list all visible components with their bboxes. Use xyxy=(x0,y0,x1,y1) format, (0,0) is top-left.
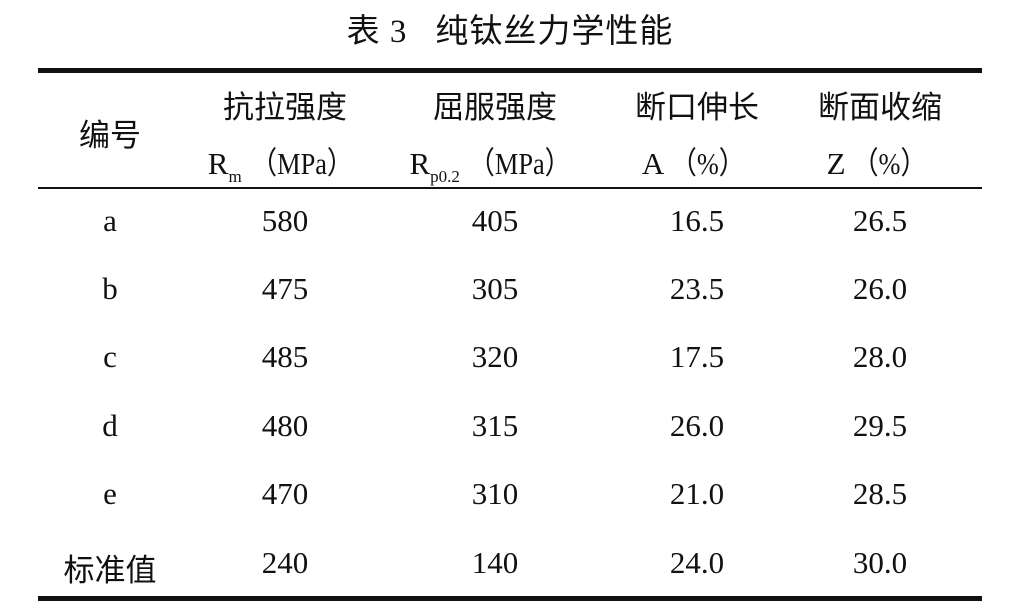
table-cell: 470 xyxy=(261,476,309,511)
header-subscript: p0.2 xyxy=(430,167,460,186)
table-cell: 26.0 xyxy=(852,271,908,306)
row-id: 标准值 xyxy=(63,553,157,588)
table-cell: 140 xyxy=(471,545,519,580)
table-cell: 23.5 xyxy=(669,271,725,306)
header-name: 断口伸长 xyxy=(635,90,759,125)
table-cell: 405 xyxy=(471,203,519,238)
table-cell: 28.0 xyxy=(852,339,908,374)
table-cell: 320 xyxy=(471,339,519,374)
table-cell: 240 xyxy=(261,545,309,580)
header-symbol: R xyxy=(409,146,431,181)
header-subscript: m xyxy=(228,167,242,186)
top-rule xyxy=(38,68,982,73)
header-rule xyxy=(38,187,982,189)
table-cell: 305 xyxy=(471,271,519,306)
header-name: 断面收缩 xyxy=(818,90,942,125)
row-id: b xyxy=(102,271,118,306)
header-name: 抗拉强度 xyxy=(223,90,347,125)
header-symbol-unit: Rp0.2 （MPa） xyxy=(409,138,580,187)
table-cell: 475 xyxy=(261,271,309,306)
header-symbol: A xyxy=(641,146,665,181)
header-id: 编号 xyxy=(79,118,141,153)
header-symbol: R xyxy=(207,146,229,181)
table-cell: 310 xyxy=(471,476,519,511)
header-symbol-unit: Z （%） xyxy=(827,138,934,183)
header-unit: （%） xyxy=(670,146,746,181)
table-cell: 21.0 xyxy=(669,476,725,511)
table-cell: 16.5 xyxy=(669,203,725,238)
table-cell: 24.0 xyxy=(669,545,725,580)
table-cell: 480 xyxy=(261,408,309,443)
bottom-rule xyxy=(38,596,982,601)
table-cell: 485 xyxy=(261,339,309,374)
row-id: c xyxy=(103,339,117,374)
header-unit: （%） xyxy=(852,146,927,181)
table-caption: 纯钛丝力学性能 xyxy=(435,14,674,50)
table-cell: 17.5 xyxy=(669,339,725,374)
table-cell: 29.5 xyxy=(852,408,908,443)
table-title: 表 3 纯钛丝力学性能 xyxy=(0,4,1020,52)
table-cell: 580 xyxy=(261,203,309,238)
header-symbol-unit: Rm （MPa） xyxy=(208,138,363,187)
header-symbol-unit: A （%） xyxy=(642,138,752,183)
table-cell: 30.0 xyxy=(852,545,908,580)
table-cell: 28.5 xyxy=(852,476,908,511)
row-id: a xyxy=(103,203,117,238)
table-number: 表 3 xyxy=(346,14,408,50)
header-unit: （MPa） xyxy=(250,146,354,181)
row-id: d xyxy=(102,408,118,443)
table-cell: 26.0 xyxy=(669,408,725,443)
row-id: e xyxy=(103,476,117,511)
header-symbol: Z xyxy=(826,146,846,181)
table-cell: 26.5 xyxy=(852,203,908,238)
header-unit: （MPa） xyxy=(468,146,572,181)
header-name: 屈服强度 xyxy=(433,90,557,125)
table-cell: 315 xyxy=(471,408,519,443)
